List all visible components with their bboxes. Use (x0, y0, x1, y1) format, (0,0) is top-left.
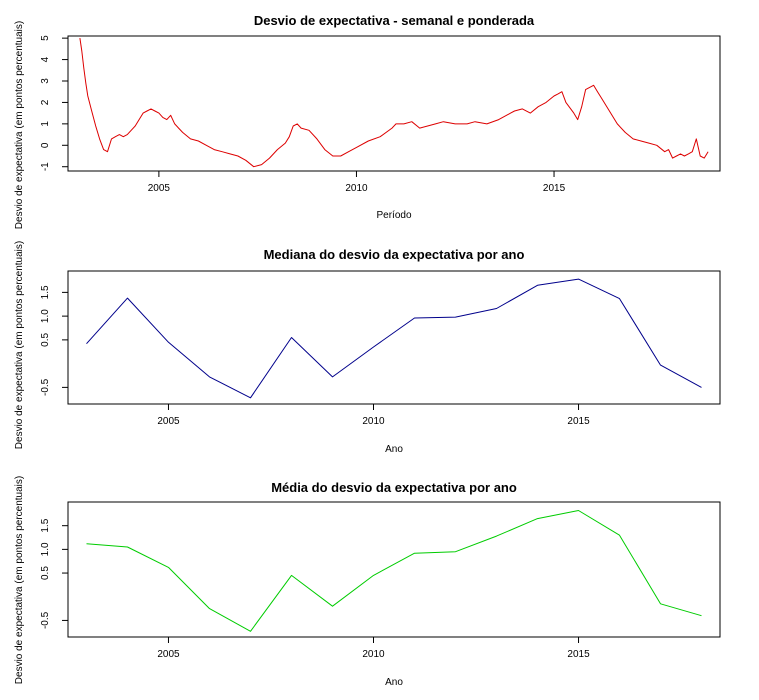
y-axis-label: Desvio de expectativa (em pontos percent… (14, 241, 25, 449)
y-tick-label: 1.0 (40, 309, 51, 323)
y-tick-label: 0 (40, 142, 51, 148)
y-tick-label: 0.5 (40, 566, 51, 580)
chart-title: Desvio de expectativa - semanal e ponder… (254, 13, 535, 28)
y-tick-label: 1.5 (40, 518, 51, 532)
x-axis-label: Período (376, 210, 411, 221)
x-tick-label: 2015 (567, 416, 590, 427)
y-tick-label: -0.5 (40, 611, 51, 629)
x-tick-label: 2005 (157, 416, 180, 427)
series-line-1 (79, 38, 709, 168)
y-tick-label: -0.5 (40, 378, 51, 396)
y-tick-label: 1 (40, 121, 51, 127)
x-tick-label: 2005 (148, 183, 171, 194)
y-axis-label: Desvio de expectativa (em pontos percent… (14, 476, 25, 684)
y-tick-label: 5 (40, 35, 51, 41)
y-axis-label: Desvio de expectativa (em pontos percent… (14, 21, 25, 229)
x-tick-label: 2010 (362, 649, 385, 660)
y-tick-label: -1 (40, 162, 51, 171)
y-tick-label: 4 (40, 56, 51, 62)
x-axis-label: Ano (385, 677, 403, 688)
x-axis-label: Ano (385, 444, 403, 455)
plot-frame (67, 270, 721, 405)
chart-title: Mediana do desvio da expectativa por ano (264, 247, 525, 262)
plot-frame (67, 501, 721, 638)
y-tick-label: 2 (40, 99, 51, 105)
series-line-1 (86, 510, 702, 632)
x-tick-label: 2010 (345, 183, 368, 194)
x-tick-label: 2015 (543, 183, 566, 194)
y-tick-label: 1.5 (40, 285, 51, 299)
y-tick-label: 1.0 (40, 542, 51, 556)
x-tick-label: 2005 (157, 649, 180, 660)
y-tick-label: 3 (40, 78, 51, 84)
chart-panel-3: Média do desvio da expectativa por ano 20… (14, 476, 721, 688)
chart-panel-1: Desvio de expectativa - semanal e ponder… (14, 13, 721, 229)
chart-panel-2: Mediana do desvio da expectativa por ano… (14, 241, 721, 455)
chart-title: Média do desvio da expectativa por ano (271, 480, 517, 495)
x-tick-label: 2015 (567, 649, 590, 660)
plot-frame (67, 35, 721, 172)
y-tick-label: 0.5 (40, 332, 51, 346)
x-tick-label: 2010 (362, 416, 385, 427)
series-line-1 (86, 278, 702, 399)
